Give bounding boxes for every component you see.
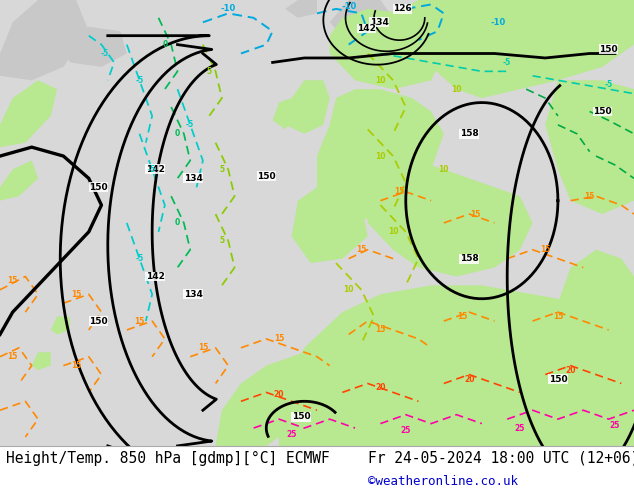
Text: 15: 15 [470, 210, 481, 219]
Text: 142: 142 [146, 165, 165, 174]
Text: 15: 15 [356, 245, 366, 254]
Text: 158: 158 [460, 254, 479, 263]
Text: 15: 15 [375, 325, 385, 335]
Text: 5: 5 [219, 165, 224, 174]
Text: 134: 134 [370, 18, 389, 27]
Text: -10: -10 [490, 18, 505, 27]
Text: -5: -5 [604, 80, 613, 89]
Text: 20: 20 [566, 366, 576, 374]
Text: 0: 0 [175, 219, 180, 227]
Text: ©weatheronline.co.uk: ©weatheronline.co.uk [368, 475, 518, 488]
Text: 150: 150 [89, 183, 108, 192]
Text: 15: 15 [458, 312, 468, 321]
Text: 15: 15 [274, 334, 284, 343]
Text: 5: 5 [207, 67, 212, 76]
Text: 15: 15 [71, 290, 81, 299]
Text: -10: -10 [341, 2, 356, 11]
Text: 20: 20 [464, 374, 474, 384]
Text: Height/Temp. 850 hPa [gdmp][°C] ECMWF: Height/Temp. 850 hPa [gdmp][°C] ECMWF [6, 451, 330, 465]
Text: -5: -5 [135, 76, 144, 85]
Text: 0: 0 [162, 40, 167, 49]
Text: 150: 150 [257, 172, 276, 181]
Text: 158: 158 [460, 129, 479, 138]
Text: 126: 126 [393, 4, 412, 13]
Text: 10: 10 [375, 76, 385, 85]
Text: 15: 15 [8, 276, 18, 285]
Text: 25: 25 [515, 423, 525, 433]
Text: 15: 15 [394, 187, 404, 196]
Text: 10: 10 [375, 151, 385, 161]
Text: 142: 142 [357, 24, 376, 33]
Text: 15: 15 [198, 343, 208, 352]
Text: 15: 15 [134, 317, 145, 325]
Text: -5: -5 [100, 49, 109, 58]
Text: 25: 25 [287, 430, 297, 439]
Text: 150: 150 [292, 413, 311, 421]
Text: Fr 24-05-2024 18:00 UTC (12+06): Fr 24-05-2024 18:00 UTC (12+06) [368, 451, 634, 465]
Text: 134: 134 [184, 290, 203, 299]
Text: 15: 15 [71, 361, 81, 370]
Text: -5: -5 [135, 254, 144, 263]
Text: 150: 150 [599, 45, 618, 53]
Text: 0: 0 [175, 129, 180, 138]
Text: 25: 25 [401, 426, 411, 435]
Text: 10: 10 [388, 227, 398, 236]
Text: 134: 134 [184, 174, 203, 183]
Text: 15: 15 [8, 352, 18, 361]
Text: -5: -5 [148, 165, 157, 174]
Text: -5: -5 [503, 58, 512, 67]
Text: 15: 15 [585, 192, 595, 201]
Text: 150: 150 [89, 317, 108, 325]
Text: 25: 25 [610, 421, 620, 430]
Text: 20: 20 [375, 384, 385, 392]
Text: 15: 15 [540, 245, 550, 254]
Text: 20: 20 [274, 390, 284, 399]
Text: 10: 10 [344, 285, 354, 294]
Text: 142: 142 [146, 272, 165, 281]
Text: 150: 150 [548, 374, 567, 384]
Text: -5: -5 [186, 121, 195, 129]
Text: 10: 10 [451, 85, 462, 94]
Text: 150: 150 [593, 107, 612, 116]
Text: 10: 10 [439, 165, 449, 174]
Text: -10: -10 [221, 4, 236, 13]
Text: 15: 15 [553, 312, 563, 321]
Text: 5: 5 [219, 236, 224, 245]
